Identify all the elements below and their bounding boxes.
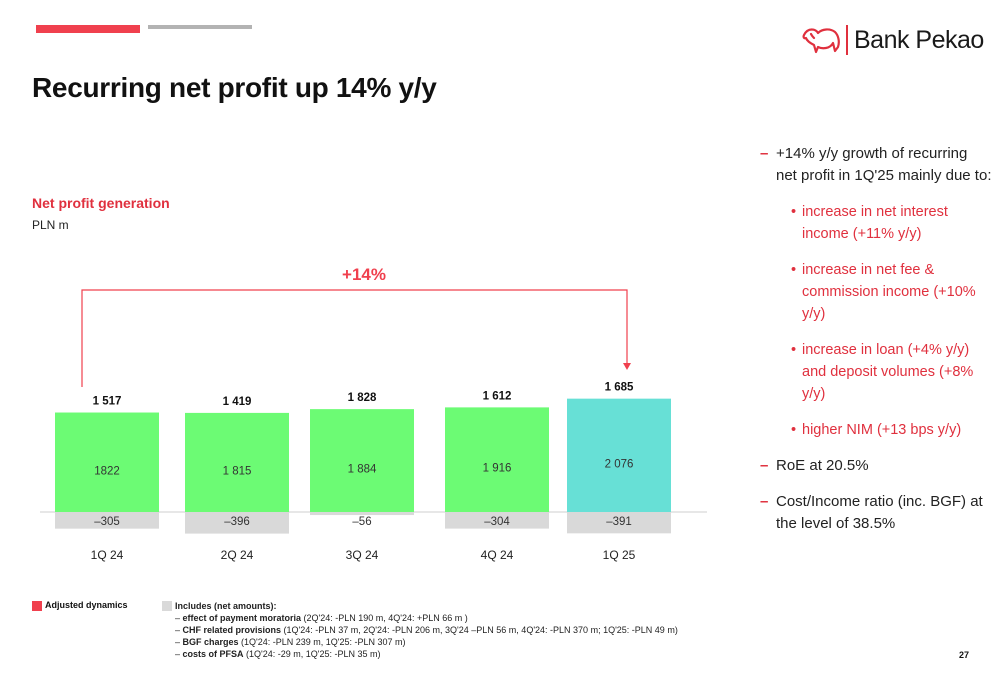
- dynamics-bracket: [81, 289, 628, 387]
- legend-adjusted-label: Adjusted dynamics: [45, 600, 128, 610]
- bar-value-label: 1 916: [483, 463, 512, 475]
- footnotes: Includes (net amounts): – effect of paym…: [175, 600, 678, 660]
- key-point-cost-income: – Cost/Income ratio (inc. BGF) at the le…: [760, 493, 983, 532]
- footnote-item: – effect of payment moratoria (2Q'24: -P…: [175, 613, 468, 623]
- sub-point: • higher NIM (+13 bps y/y): [791, 422, 962, 438]
- bar-value-label: 2 076: [605, 458, 634, 470]
- x-tick-label: 1Q 25: [603, 548, 636, 562]
- bar-adjusted-4: [445, 407, 549, 512]
- bar-negative-label: –305: [94, 516, 120, 528]
- bar-value-label: 1 884: [348, 464, 377, 476]
- sub-point: • increase in loan (+4% y/y) and deposit …: [791, 342, 974, 402]
- bank-logo: Bank Pekao: [802, 20, 984, 60]
- bank-name: Bank Pekao: [854, 25, 984, 54]
- key-point-roe: – RoE at 20.5%: [760, 457, 869, 474]
- legend-includes-swatch: [162, 601, 172, 611]
- chart-unit: PLN m: [32, 218, 69, 232]
- bar-negative-label: –391: [606, 516, 632, 528]
- key-point-growth: – +14% y/y growth of recurring net profi…: [760, 145, 992, 184]
- bar-includes-1: [55, 512, 159, 529]
- sub-point: • increase in net interest income (+11% y…: [791, 204, 948, 242]
- x-tick-label: 1Q 24: [91, 548, 124, 562]
- bar-value-label: 1822: [94, 465, 120, 477]
- header-accent-red: [36, 25, 140, 33]
- net-profit-chart: 1822 –305 1 517 1Q 24 1 815 –396 1 419 2Q 24 1 8…: [40, 265, 707, 562]
- page-number: 27: [959, 650, 970, 660]
- dynamics-label: +14%: [342, 265, 386, 284]
- bar-includes-3: [310, 512, 414, 516]
- bison-icon: [802, 28, 840, 54]
- dynamics-arrow: [623, 363, 631, 370]
- footnote-item: – CHF related provisions (1Q'24: -PLN 37…: [175, 625, 678, 635]
- bar-includes-4: [445, 512, 549, 529]
- footnote-item: – costs of PFSA (1Q'24: -29 m, 1Q'25: -P…: [175, 649, 381, 659]
- bar-adjusted-5: [567, 398, 671, 512]
- footnotes-title: Includes (net amounts):: [175, 601, 277, 611]
- bar-total-label: 1 685: [605, 382, 634, 394]
- footnote-item: – BGF charges (1Q'24: -PLN 239 m, 1Q'25:…: [175, 637, 406, 647]
- bar-includes-5: [567, 512, 671, 534]
- bar-value-label: 1 815: [223, 465, 252, 477]
- bar-negative-label: –304: [484, 516, 510, 528]
- chart-subtitle: Net profit generation: [32, 195, 170, 211]
- bar-total-label: 1 828: [348, 392, 377, 404]
- legend-adjusted-swatch: [32, 601, 42, 611]
- bar-adjusted-2: [185, 412, 289, 512]
- sub-point: • increase in net fee & commission income…: [791, 262, 976, 322]
- key-points: – +14% y/y growth of recurring net profi…: [760, 143, 992, 549]
- bar-total-label: 1 419: [223, 396, 252, 408]
- header-accent-grey: [148, 25, 252, 29]
- logo-divider: [846, 25, 848, 55]
- bar-total-label: 1 612: [483, 390, 512, 402]
- bar-adjusted-3: [310, 409, 414, 512]
- x-tick-label: 3Q 24: [346, 548, 379, 562]
- bar-includes-2: [185, 512, 289, 534]
- x-tick-label: 4Q 24: [481, 548, 514, 562]
- bar-negative-label: –396: [224, 516, 250, 528]
- bar-total-label: 1 517: [93, 396, 122, 408]
- bar-adjusted-1: [55, 412, 159, 512]
- page-title: Recurring net profit up 14% y/y: [32, 72, 437, 103]
- x-tick-label: 2Q 24: [221, 548, 254, 562]
- bar-negative-label: –56: [352, 516, 371, 528]
